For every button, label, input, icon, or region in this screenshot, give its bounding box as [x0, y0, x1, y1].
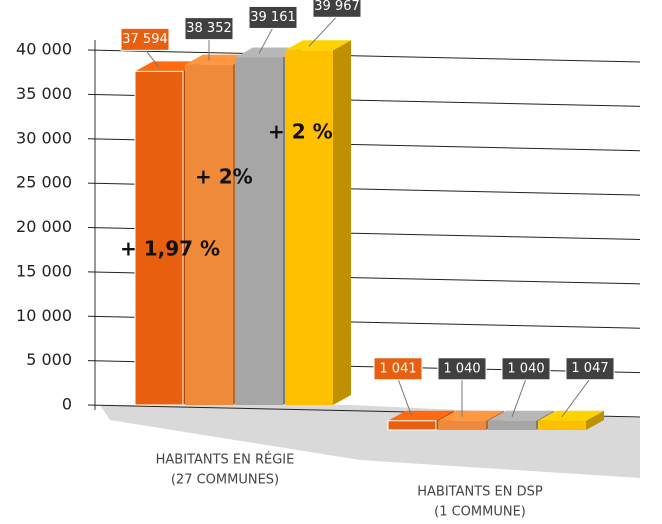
value-label: 39 967: [314, 0, 360, 14]
annotation: + 1,97 %: [120, 237, 220, 261]
bar-top: [438, 410, 504, 421]
bar-top: [285, 40, 351, 51]
y-tick-label: 40 000: [16, 40, 72, 59]
label-leader: [397, 378, 413, 417]
x-tick-label: (27 COMMUNES): [171, 473, 279, 488]
value-label-box: [437, 357, 487, 381]
value-label-box: [565, 357, 615, 381]
value-label-box: [248, 5, 298, 29]
value-label-box: [312, 0, 362, 18]
value-label-box: [120, 27, 170, 51]
y-tick-label: 35 000: [16, 84, 72, 103]
value-label-box: [501, 357, 551, 381]
label-leader: [258, 27, 274, 54]
x-tick-label: (1 COMMUNE): [434, 505, 526, 520]
annotation: + 2 %: [268, 120, 333, 144]
bar-top: [135, 61, 201, 72]
bar: [235, 57, 283, 405]
bar: [387, 420, 437, 431]
y-tick-label: 0: [62, 395, 72, 414]
value-label: 38 352: [186, 21, 232, 36]
label-leader: [144, 49, 160, 68]
bar: [185, 64, 233, 405]
bar: [285, 50, 333, 405]
value-label-box: [373, 357, 423, 381]
value-label: 1 047: [571, 361, 608, 376]
y-tick-label: 15 000: [16, 261, 72, 280]
x-tick-label: HABITANTS EN RÉGIE: [156, 452, 295, 468]
value-label: 37 594: [122, 32, 168, 47]
label-leader: [511, 378, 527, 417]
y-tick-label: 10 000: [16, 306, 72, 325]
bar: [488, 420, 536, 430]
grid-line: [87, 49, 641, 63]
y-tick-label: 20 000: [16, 217, 72, 236]
bar-side: [586, 410, 604, 430]
x-tick-label: HABITANTS EN DSP: [417, 485, 543, 500]
bar-top: [488, 410, 554, 421]
bar-top: [185, 54, 251, 65]
label-leader: [561, 378, 591, 418]
value-label: 1 040: [443, 361, 480, 376]
bar: [438, 420, 486, 430]
value-label-box: [184, 17, 234, 41]
bar-top: [538, 410, 604, 421]
y-tick-label: 5 000: [26, 350, 72, 369]
y-tick-label: 25 000: [16, 173, 72, 192]
label-leader: [308, 15, 338, 47]
bar: [134, 70, 184, 406]
bar-top: [388, 410, 454, 421]
annotation: + 2%: [195, 165, 253, 189]
value-label: 1 041: [379, 361, 416, 376]
bar: [538, 420, 586, 430]
bar-side: [333, 40, 351, 405]
value-label: 1 040: [507, 361, 544, 376]
bar-top: [235, 47, 301, 58]
y-tick-label: 30 000: [16, 128, 72, 147]
value-label: 39 161: [250, 10, 296, 25]
